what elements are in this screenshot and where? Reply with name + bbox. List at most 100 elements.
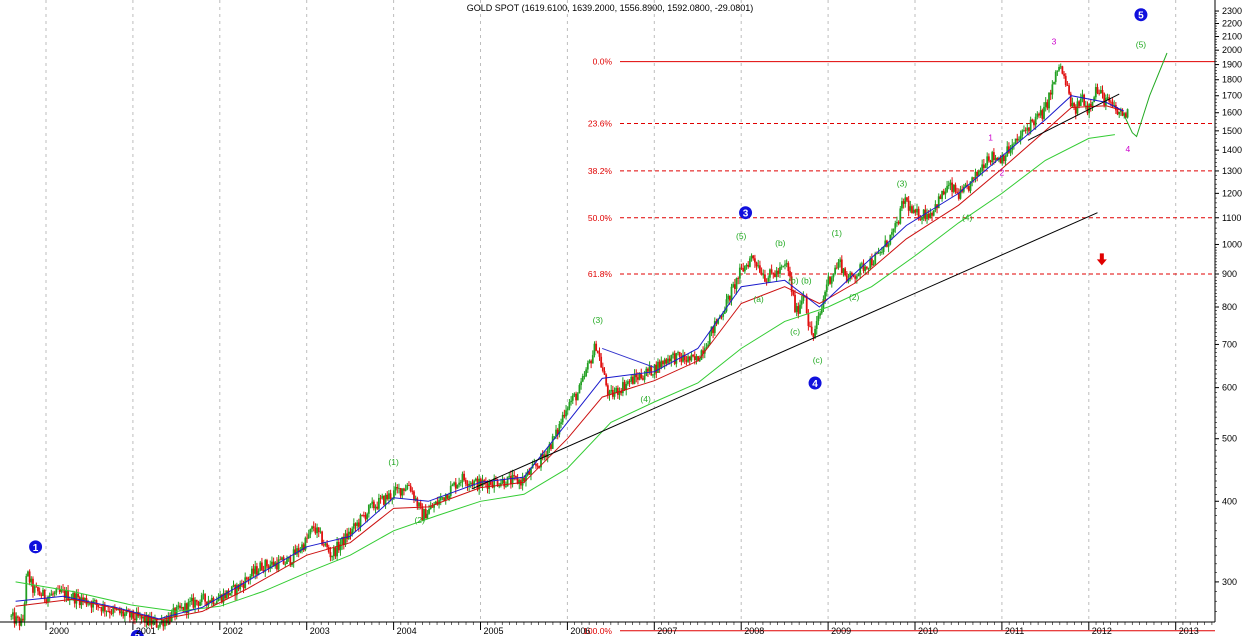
candle-body — [1044, 102, 1047, 107]
candle-body — [621, 382, 624, 394]
candle-body — [762, 274, 765, 276]
candle-body — [745, 264, 748, 267]
candle-body — [314, 527, 317, 534]
candle-body — [937, 196, 940, 209]
x-tick-label: 2009 — [831, 626, 851, 636]
candle-body — [835, 267, 838, 269]
candle-body — [571, 395, 574, 401]
candle-body — [95, 600, 98, 605]
candle-body — [809, 325, 811, 327]
candle-body — [580, 381, 583, 386]
candle-body — [563, 414, 566, 417]
candle-body — [754, 258, 756, 263]
candle-body — [722, 313, 725, 317]
candle-body — [685, 360, 688, 362]
y-tick-label: 1000 — [1222, 239, 1242, 249]
candle-body — [822, 299, 825, 309]
candle-body — [180, 607, 183, 609]
candle-body — [92, 600, 95, 608]
candle-body — [227, 590, 230, 596]
y-tick-label: 400 — [1222, 496, 1237, 506]
candle-body — [307, 534, 310, 539]
candle-body — [946, 186, 948, 192]
candle-body — [526, 471, 529, 476]
candle-body — [1028, 127, 1030, 132]
candle-body — [902, 201, 905, 204]
candle-body — [690, 354, 693, 361]
candle-body — [979, 171, 982, 173]
candle-body — [149, 616, 151, 625]
candle-body — [357, 522, 360, 527]
candle-body — [494, 478, 497, 480]
candle-body — [576, 393, 579, 401]
candle-body — [294, 549, 297, 555]
candle-body — [474, 478, 477, 481]
candle-body — [142, 616, 145, 619]
wave-major-label: 2 — [134, 632, 140, 636]
candle-body — [964, 184, 967, 187]
candle-body — [476, 478, 479, 490]
candle-body — [700, 350, 703, 360]
candle-body — [591, 355, 594, 364]
candle-body — [605, 374, 608, 386]
candle-body — [123, 613, 126, 617]
candle-body — [596, 350, 599, 353]
candle-body — [1059, 66, 1062, 68]
candle-body — [110, 613, 113, 614]
projection-line — [1123, 52, 1168, 138]
y-tick-label: 1200 — [1222, 188, 1242, 198]
candle-body — [454, 482, 457, 489]
candle-body — [578, 385, 581, 394]
candle-body — [832, 273, 835, 278]
candle-body — [384, 494, 387, 505]
candle-body — [824, 291, 826, 300]
candle-body — [255, 566, 258, 575]
wave-minor-label: (b) — [775, 238, 786, 248]
candle-body — [38, 591, 41, 595]
candle-body — [1094, 87, 1097, 98]
candle-body — [319, 531, 322, 533]
candle-body — [860, 263, 863, 265]
candle-body — [376, 506, 379, 509]
wave-minor-label: (1) — [388, 457, 399, 467]
candle-body — [543, 454, 546, 457]
candle-body — [444, 494, 447, 501]
candle-body — [284, 564, 287, 565]
candle-body — [678, 352, 681, 357]
candle-body — [618, 391, 621, 395]
candle-body — [441, 497, 444, 499]
wave-major-label: 1 — [33, 543, 39, 554]
candle-body — [665, 359, 668, 364]
candle-body — [281, 557, 283, 561]
candle-body — [626, 381, 629, 384]
candle-body — [97, 604, 100, 608]
candle-body — [717, 318, 720, 324]
candle-body — [952, 184, 955, 192]
candle-body — [1083, 94, 1086, 106]
candle-body — [1031, 119, 1034, 122]
candle-body — [976, 171, 979, 176]
candle-body — [919, 219, 922, 220]
candle-body — [269, 564, 272, 569]
candle-body — [321, 531, 323, 545]
candle-body — [573, 393, 576, 396]
candle-body — [443, 497, 445, 501]
candle-body — [468, 483, 471, 486]
candle-body — [456, 484, 459, 489]
candle-body — [411, 491, 414, 492]
candle-body — [322, 544, 325, 546]
candle-body — [261, 562, 263, 571]
candle-body — [1068, 85, 1070, 94]
wave-minor-label: (b) — [788, 275, 799, 285]
candle-body — [354, 523, 357, 526]
candle-body — [1081, 94, 1084, 99]
candle-body — [881, 251, 883, 253]
ma-red-line — [15, 105, 1124, 621]
candle-body — [30, 578, 33, 583]
candle-body — [224, 593, 227, 599]
candle-body — [453, 482, 455, 485]
candle-body — [174, 608, 176, 617]
candle-body — [245, 577, 248, 580]
